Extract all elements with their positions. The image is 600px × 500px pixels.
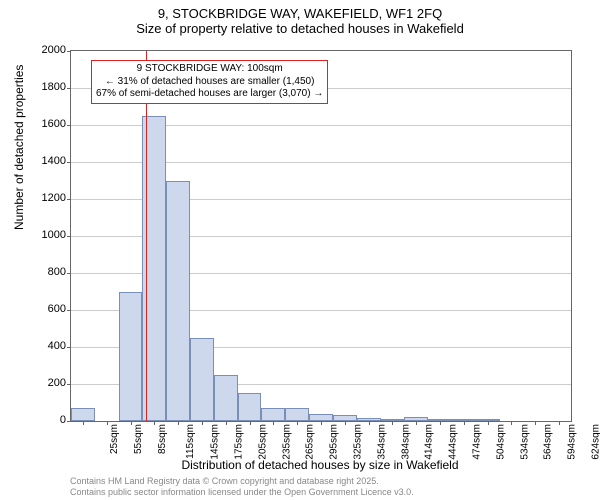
histogram-bar — [309, 414, 333, 421]
histogram-bar — [190, 338, 214, 421]
y-tick-label: 2000 — [42, 44, 66, 56]
x-tick-label: 624sqm — [591, 424, 600, 460]
x-tick-label: 474sqm — [472, 424, 483, 460]
annotation-box: 9 STOCKBRIDGE WAY: 100sqm← 31% of detach… — [91, 60, 328, 104]
x-tick-label: 414sqm — [424, 424, 435, 460]
y-tick-label: 1000 — [42, 229, 66, 241]
histogram-bar — [214, 375, 238, 421]
histogram-bar — [119, 292, 143, 422]
x-tick-label: 354sqm — [376, 424, 387, 460]
y-tick-label: 1400 — [42, 155, 66, 167]
x-tick-label: 145sqm — [210, 424, 221, 460]
y-tick-label: 200 — [48, 377, 66, 389]
y-tick-label: 1800 — [42, 81, 66, 93]
x-tick-label: 564sqm — [543, 424, 554, 460]
histogram-bar — [166, 181, 190, 422]
y-tick-label: 0 — [60, 414, 66, 426]
x-tick-label: 295sqm — [329, 424, 340, 460]
y-tick-label: 1600 — [42, 118, 66, 130]
x-tick-label: 115sqm — [185, 424, 196, 459]
x-tick-label: 534sqm — [519, 424, 530, 460]
x-tick-label: 55sqm — [133, 424, 144, 454]
annotation-line2: ← 31% of detached houses are smaller (1,… — [96, 76, 323, 89]
y-tick-label: 600 — [48, 303, 66, 315]
y-tick-label: 400 — [48, 340, 66, 352]
x-tick-label: 265sqm — [305, 424, 316, 460]
title-line1: 9, STOCKBRIDGE WAY, WAKEFIELD, WF1 2FQ — [0, 0, 600, 21]
histogram-bar — [238, 393, 262, 421]
histogram-bar — [261, 408, 285, 421]
reference-line — [146, 51, 147, 421]
y-tick-label: 800 — [48, 266, 66, 278]
footer-line2: Contains public sector information licen… — [70, 487, 414, 498]
footer-attribution: Contains HM Land Registry data © Crown c… — [70, 476, 414, 498]
x-tick-label: 594sqm — [567, 424, 578, 460]
x-tick-label: 205sqm — [257, 424, 268, 460]
histogram-bar — [71, 408, 95, 421]
x-tick-label: 175sqm — [234, 424, 245, 460]
x-tick-label: 235sqm — [281, 424, 292, 460]
annotation-line1: 9 STOCKBRIDGE WAY: 100sqm — [96, 63, 323, 76]
chart-container: 9, STOCKBRIDGE WAY, WAKEFIELD, WF1 2FQ S… — [0, 0, 600, 500]
x-tick-label: 444sqm — [448, 424, 459, 460]
x-tick-label: 325sqm — [353, 424, 364, 460]
x-tick-label: 384sqm — [400, 424, 411, 460]
x-tick-label: 25sqm — [109, 424, 120, 454]
x-tick-label: 85sqm — [157, 424, 168, 454]
y-tick-label: 1200 — [42, 192, 66, 204]
title-line2: Size of property relative to detached ho… — [0, 21, 600, 40]
chart-plot-area: 9 STOCKBRIDGE WAY: 100sqm← 31% of detach… — [70, 50, 572, 422]
annotation-line3: 67% of semi-detached houses are larger (… — [96, 88, 323, 101]
x-tick-container: 25sqm 55sqm 85sqm 115sqm 145sqm 175sqm 205sqm 2… — [70, 421, 570, 461]
x-axis-label: Distribution of detached houses by size … — [70, 458, 570, 472]
y-tick-container: 0200400600800100012001400160018002000 — [0, 50, 66, 420]
histogram-bar — [285, 408, 309, 421]
x-tick-label: 504sqm — [495, 424, 506, 460]
footer-line1: Contains HM Land Registry data © Crown c… — [70, 476, 414, 487]
